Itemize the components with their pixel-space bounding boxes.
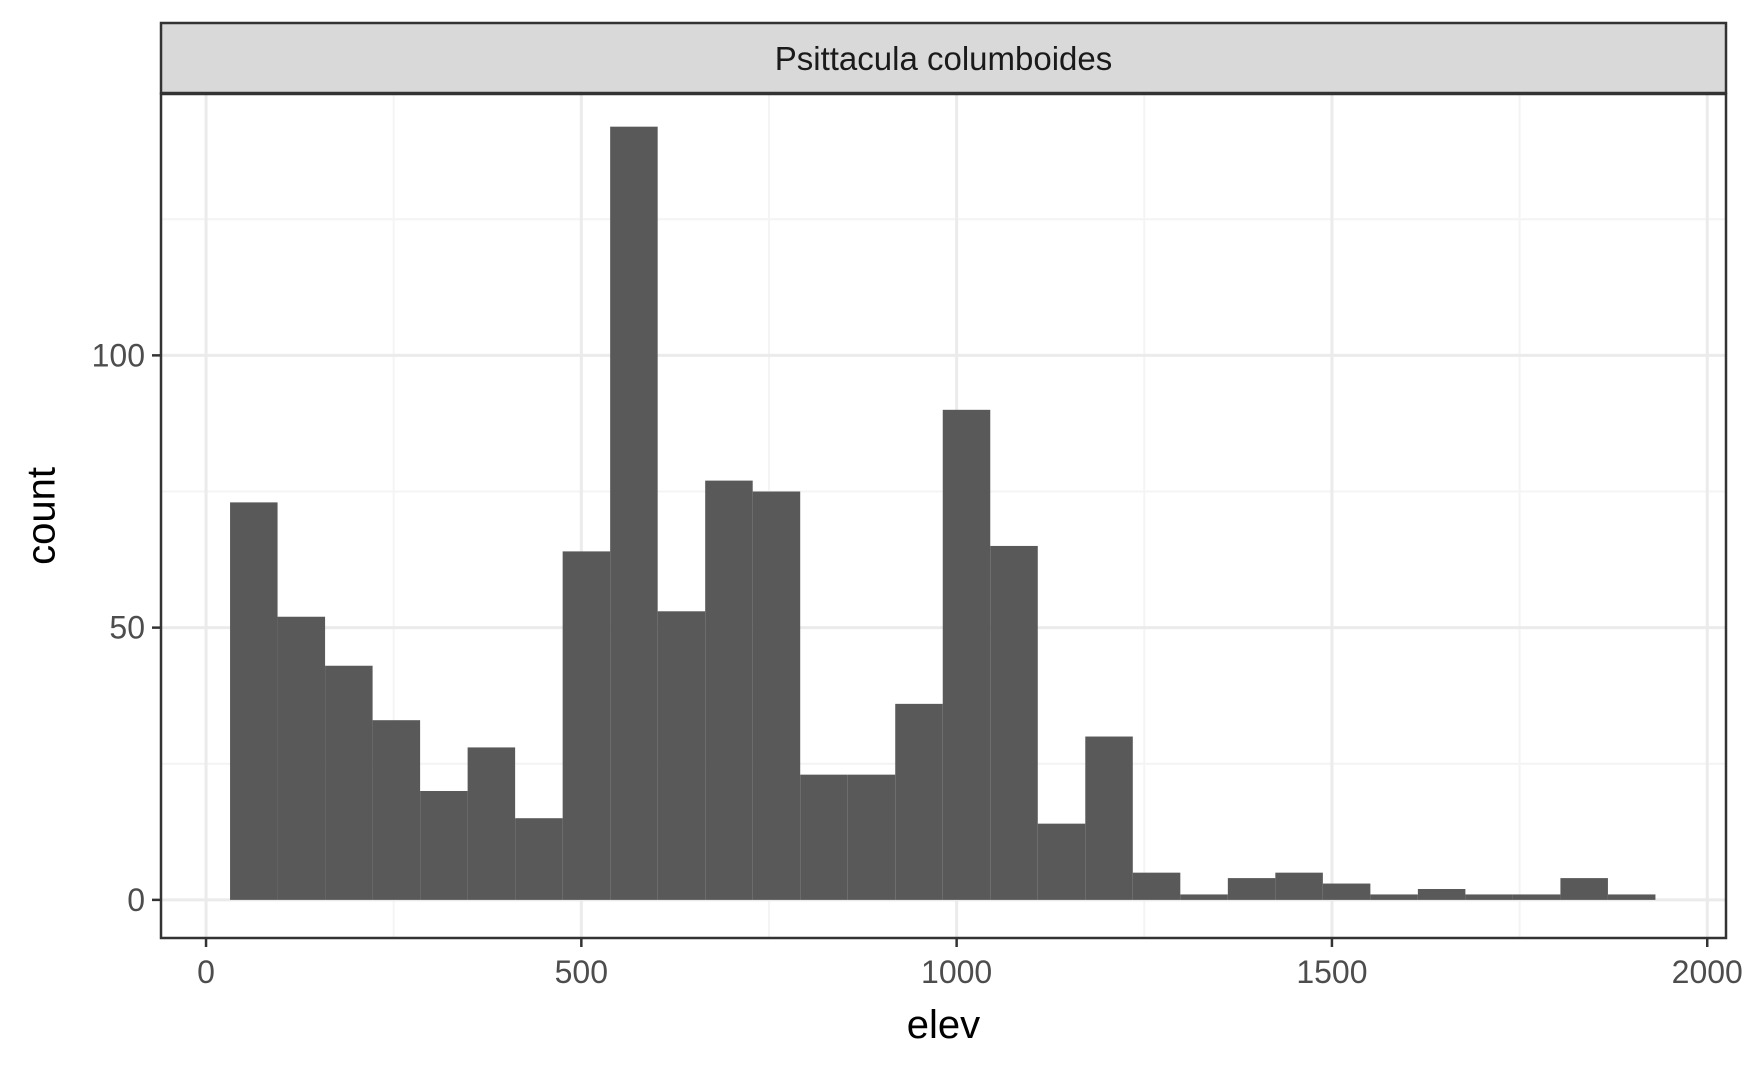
x-tick-label: 2000 bbox=[1672, 954, 1743, 990]
histogram-bar bbox=[1370, 894, 1418, 900]
x-tick-label: 1000 bbox=[921, 954, 992, 990]
histogram-bar bbox=[1132, 872, 1181, 900]
y-tick-label: 50 bbox=[109, 610, 145, 646]
histogram-bar bbox=[1180, 894, 1228, 900]
y-tick-label: 100 bbox=[92, 337, 145, 373]
histogram-bar bbox=[230, 502, 278, 900]
histogram-bar bbox=[467, 747, 516, 900]
histogram-bar bbox=[847, 774, 896, 900]
histogram-bar bbox=[1512, 894, 1561, 900]
histogram-bar bbox=[1275, 872, 1323, 900]
x-tick-label: 1500 bbox=[1296, 954, 1367, 990]
histogram-bar bbox=[372, 720, 421, 900]
facet-label: Psittacula columboides bbox=[775, 40, 1113, 77]
histogram-bar bbox=[990, 545, 1038, 900]
histogram-bar bbox=[325, 665, 373, 900]
y-axis-ticks: 0 50 100 bbox=[92, 337, 161, 918]
x-tick-label: 0 bbox=[197, 954, 215, 990]
histogram-bar bbox=[657, 611, 706, 900]
histogram-bar bbox=[1322, 883, 1371, 900]
x-tick-label: 500 bbox=[555, 954, 608, 990]
histogram-bar bbox=[1227, 878, 1276, 900]
histogram-bar bbox=[800, 774, 848, 900]
y-tick-label: 0 bbox=[127, 882, 145, 918]
histogram-bar bbox=[277, 616, 326, 900]
x-axis-title: elev bbox=[907, 1003, 980, 1047]
histogram-bar bbox=[1560, 878, 1608, 900]
histogram-bar bbox=[562, 551, 611, 900]
histogram-bar bbox=[610, 126, 658, 900]
histogram-bar bbox=[1465, 894, 1513, 900]
facet-strip bbox=[159, 21, 1728, 95]
histogram-bar bbox=[1607, 894, 1656, 900]
histogram-bar bbox=[895, 703, 943, 900]
histogram-bar bbox=[752, 491, 801, 900]
histogram-bar bbox=[1037, 823, 1086, 900]
histogram-bar bbox=[705, 480, 753, 900]
histogram-bar bbox=[942, 409, 991, 900]
x-axis-ticks: 0 500 1000 1500 2000 bbox=[197, 938, 1743, 990]
histogram-bar bbox=[515, 818, 563, 900]
histogram-bars bbox=[230, 126, 1656, 900]
histogram-bar bbox=[420, 790, 468, 900]
histogram-bar bbox=[1085, 736, 1133, 900]
histogram-bar bbox=[1417, 888, 1466, 900]
y-axis-title: count bbox=[20, 467, 64, 565]
